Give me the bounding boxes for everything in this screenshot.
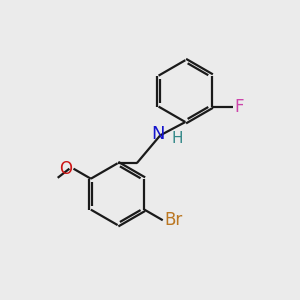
- Text: N: N: [152, 125, 165, 143]
- Text: F: F: [235, 98, 244, 116]
- Text: H: H: [172, 131, 183, 146]
- Text: O: O: [59, 160, 72, 178]
- Text: Br: Br: [164, 211, 182, 229]
